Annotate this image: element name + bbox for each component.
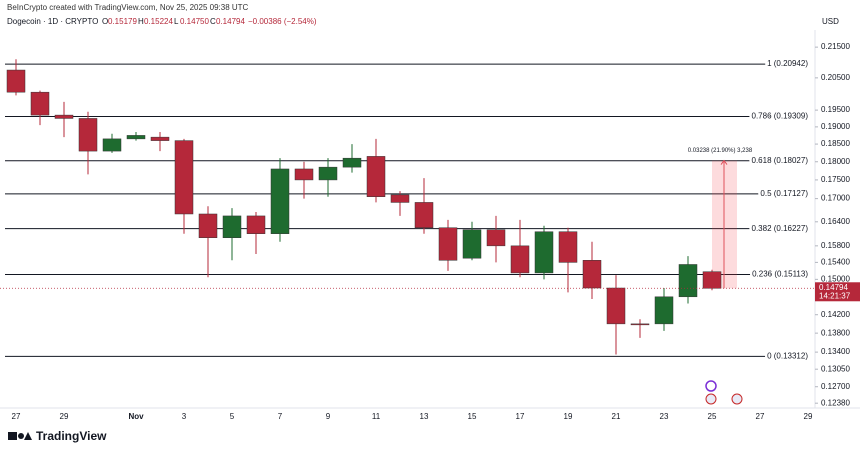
y-tick-label: 0.17000 <box>821 194 850 203</box>
legend-key: H <box>138 17 144 26</box>
currency: USD <box>822 17 839 26</box>
symbol: Dogecoin · 1D · CRYPTO <box>7 17 98 26</box>
y-tick-label: 0.20500 <box>821 73 850 82</box>
candle-body <box>510 245 530 274</box>
candle-body <box>78 118 98 152</box>
legend-value: 0.14794 <box>216 17 245 26</box>
candle-body <box>318 166 338 181</box>
candle-body <box>486 229 506 247</box>
x-tick-label: 15 <box>468 412 477 421</box>
x-tick-label: 11 <box>372 412 381 421</box>
y-tick-label: 0.13050 <box>821 364 850 373</box>
x-tick-label: 7 <box>278 412 283 421</box>
y-tick-label: 0.15000 <box>821 274 850 283</box>
legend-key: L <box>174 17 179 26</box>
event-icons <box>705 380 743 405</box>
x-tick-label: 27 <box>756 412 765 421</box>
x-tick-label: Nov <box>128 412 144 421</box>
candle-body <box>654 296 674 325</box>
candle-body <box>414 202 434 228</box>
y-tick-label: 0.13400 <box>821 347 850 356</box>
measure-label: 0.03238 (21.90%) 3,238 <box>688 148 753 154</box>
candle-body <box>30 91 50 116</box>
x-tick-label: 9 <box>326 412 331 421</box>
x-tick-label: 29 <box>60 412 69 421</box>
measure-arrowhead <box>720 159 728 165</box>
fib-label: 1 (0.20942) <box>767 59 808 68</box>
legend-key: C <box>210 17 216 26</box>
y-tick-label: 0.16400 <box>821 217 850 226</box>
candle-body <box>198 213 218 238</box>
candle-body <box>702 271 722 289</box>
x-tick-label: 3 <box>182 412 187 421</box>
y-tick-label: 0.19500 <box>821 105 850 114</box>
logo <box>8 432 32 440</box>
candle-body <box>678 264 698 298</box>
x-tick-label: 5 <box>230 412 235 421</box>
candle-body <box>462 229 482 259</box>
last-price-label: 0.14794 <box>819 283 848 292</box>
legend-value: 0.14750 <box>180 17 209 26</box>
fib-label: 0.382 (0.16227) <box>752 224 809 233</box>
fib-label: 0.236 (0.15113) <box>752 270 808 279</box>
candle-body <box>102 138 122 152</box>
candle-body <box>606 287 626 325</box>
y-tick-label: 0.19000 <box>821 122 850 131</box>
x-tick-label: 21 <box>612 412 621 421</box>
candle-body <box>630 323 650 326</box>
x-tick-label: 17 <box>516 412 525 421</box>
y-tick-label: 0.18500 <box>821 139 850 148</box>
countdown: 14:21:37 <box>819 291 851 300</box>
y-tick-label: 0.14200 <box>821 310 850 319</box>
credit: BeInCrypto created with TradingView.com,… <box>7 3 249 12</box>
candle-body <box>582 260 602 289</box>
fib-label: 0.618 (0.18027) <box>752 156 809 165</box>
legend-change: −0.00386 (−2.54%) <box>248 17 317 26</box>
y-tick-label: 0.21500 <box>821 42 850 51</box>
candle-body <box>174 140 194 215</box>
candle-body <box>534 231 554 274</box>
candle-body <box>246 215 266 234</box>
legend-value: 0.15179 <box>108 17 137 26</box>
y-tick-label: 0.12700 <box>821 382 850 391</box>
candle-body <box>294 168 314 181</box>
x-tick-label: 19 <box>564 412 573 421</box>
legend-key: O <box>102 17 108 26</box>
candle-body <box>558 231 578 263</box>
candle-body <box>390 194 410 203</box>
x-tick-label: 27 <box>12 412 21 421</box>
last-price-box <box>815 282 860 302</box>
fib-label: 0.786 (0.19309) <box>752 112 809 121</box>
y-tick-label: 0.17500 <box>821 175 850 184</box>
x-tick-label: 29 <box>804 412 813 421</box>
candle-body <box>54 114 74 119</box>
candle-body <box>366 156 386 197</box>
y-tick-label: 0.15800 <box>821 241 850 250</box>
candle-body <box>6 69 26 93</box>
y-tick-label: 0.12380 <box>821 398 850 407</box>
fib-label: 0.5 (0.17127) <box>760 189 808 198</box>
y-tick-label: 0.15400 <box>821 257 850 266</box>
y-tick-label: 0.18000 <box>821 157 850 166</box>
candle-body <box>438 227 458 261</box>
fib-label: 0 (0.13312) <box>767 351 808 360</box>
candle-body <box>222 215 242 238</box>
x-tick-label: 25 <box>708 412 717 421</box>
legend-value: 0.15224 <box>144 17 173 26</box>
y-tick-label: 0.13800 <box>821 328 850 337</box>
brand: TradingView <box>36 429 107 443</box>
candle-body <box>342 157 362 168</box>
x-tick-label: 13 <box>420 412 429 421</box>
candle-body <box>126 135 146 140</box>
candle-body <box>150 136 170 141</box>
candle-body <box>270 168 290 234</box>
x-tick-label: 23 <box>660 412 669 421</box>
